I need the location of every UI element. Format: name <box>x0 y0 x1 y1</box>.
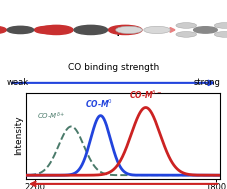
Text: CO-M$^{\delta-}$: CO-M$^{\delta-}$ <box>129 89 162 101</box>
Ellipse shape <box>214 32 227 37</box>
Text: CO-M$^{\delta+}$: CO-M$^{\delta+}$ <box>37 110 65 122</box>
Y-axis label: Intensity: Intensity <box>14 116 23 155</box>
Text: strong: strong <box>193 78 220 87</box>
Text: CO binding strength: CO binding strength <box>68 63 159 72</box>
Text: CO-M$^{0}$: CO-M$^{0}$ <box>85 97 113 110</box>
Ellipse shape <box>40 25 73 35</box>
Ellipse shape <box>116 26 142 34</box>
Ellipse shape <box>35 26 61 34</box>
Text: weak: weak <box>7 78 29 87</box>
Ellipse shape <box>194 27 217 33</box>
Ellipse shape <box>176 32 197 37</box>
Ellipse shape <box>214 23 227 28</box>
Ellipse shape <box>176 23 197 28</box>
Ellipse shape <box>74 25 108 35</box>
Ellipse shape <box>7 26 34 34</box>
Ellipse shape <box>109 25 142 35</box>
Text: +: + <box>113 26 123 39</box>
Ellipse shape <box>0 26 6 34</box>
Ellipse shape <box>144 26 170 34</box>
